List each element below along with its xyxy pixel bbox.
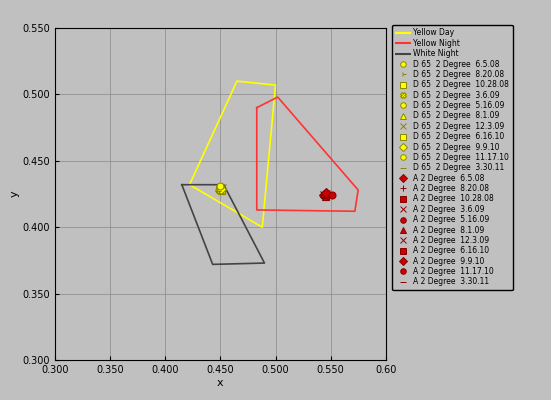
Legend: Yellow Day, Yellow Night, White Night, D 65  2 Degree  6.5.08, D 65  2 Degree  8: Yellow Day, Yellow Night, White Night, D… xyxy=(392,25,512,290)
Y-axis label: y: y xyxy=(10,191,20,197)
X-axis label: x: x xyxy=(217,378,224,388)
